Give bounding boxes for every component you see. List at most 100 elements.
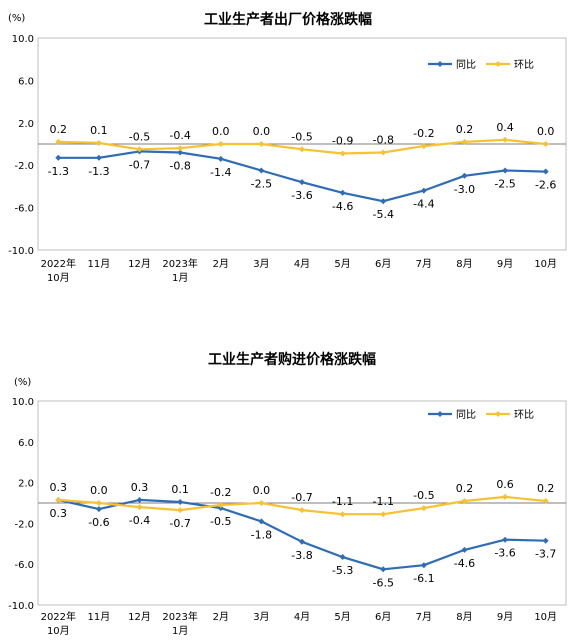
series-2-point: [258, 141, 265, 147]
series-1-data-label: -4.6: [332, 200, 353, 213]
series-1-data-label: -2.5: [494, 178, 515, 191]
series-1-data-label: 0.3: [131, 481, 149, 494]
series-1-point: [380, 566, 387, 573]
series-2-point: [177, 507, 184, 514]
x-tick-label: 4月: [294, 611, 310, 623]
series-1-data-label: -2.5: [251, 178, 272, 191]
series-1-data-label: -0.7: [129, 158, 150, 171]
series-1-data-label: -6.1: [413, 572, 434, 585]
x-tick-label-line2: 1月: [172, 625, 188, 637]
x-tick-label: 11月: [88, 258, 111, 270]
x-tick-label: 6月: [375, 258, 391, 270]
x-tick-label: 10月: [534, 611, 557, 623]
series-2-point: [461, 138, 468, 145]
series-1-data-label: -0.8: [169, 159, 190, 172]
x-tick-label: 9月: [497, 258, 513, 270]
series-2-point: [217, 502, 224, 509]
series-2-point: [542, 497, 549, 504]
series-2-point: [380, 149, 387, 156]
series-2-point: [502, 136, 509, 143]
x-tick-label: 2023年: [162, 257, 197, 270]
y-tick-label: -6.0: [14, 560, 34, 571]
series-2-point: [55, 496, 62, 503]
chart-2: 工业生产者购进价格涨跌幅 (%) 10.0 6.0 2.0 -2.0 -6.0 -10.0 20…: [8, 351, 567, 637]
x-tick-label: 9月: [497, 611, 513, 623]
series-2-data-label: -0.7: [169, 517, 190, 530]
series-1-point: [420, 187, 427, 194]
series-1-data-label: -0.6: [88, 516, 109, 529]
series-1-data-label: -6.5: [372, 576, 393, 589]
legend-marker-2: [495, 411, 501, 417]
series-2-point: [299, 507, 305, 514]
series-1-point: [258, 167, 265, 174]
series-1-data-label: 0.3: [50, 507, 68, 520]
series-1-point: [55, 154, 62, 161]
series-2-data-label: -0.9: [332, 135, 353, 148]
series-2-data-label: 0.2: [50, 123, 68, 136]
x-tick-label: 5月: [334, 258, 350, 270]
y-tick-label: 6.0: [18, 76, 34, 87]
series-1-point: [461, 172, 468, 179]
series-2-data-label: -0.2: [413, 127, 434, 140]
series-2-point: [95, 500, 102, 506]
y-tick-label: -6.0: [14, 204, 34, 215]
series-1-point: [380, 198, 387, 205]
y-unit-label: (%): [14, 377, 31, 388]
series-2-point: [136, 146, 143, 153]
x-tick-label: 10月: [534, 258, 557, 270]
series-1-point: [461, 546, 468, 553]
series-1-data-label: -1.3: [88, 165, 109, 178]
x-tick-label: 2022年: [41, 257, 76, 270]
series-2-data-label: -0.8: [372, 133, 393, 146]
x-tick-label: 6月: [375, 611, 391, 623]
series-2-data-label: -1.1: [372, 495, 393, 508]
series-1-point: [299, 179, 305, 186]
series-1-data-label: -3.6: [291, 189, 312, 202]
series-1-data-label: -1.3: [48, 165, 69, 178]
series-1-point: [217, 155, 224, 162]
series-1-point: [420, 562, 427, 569]
x-tick-label: 11月: [88, 611, 111, 623]
x-tick-label-line2: 1月: [172, 272, 188, 284]
series-2-point: [380, 511, 387, 518]
legend-marker-2: [495, 61, 501, 67]
series-1-data-label: -3.7: [535, 548, 556, 561]
series-2-data-label: 0.6: [496, 478, 514, 491]
series-2-point: [339, 511, 346, 518]
chart-1: 工业生产者出厂价格涨跌幅 (%) 10.0 6.0 2.0 -2.0 -6.0 -10.0 20…: [8, 11, 567, 284]
y-tick-label: -2.0: [14, 161, 34, 172]
series-2-data-label: 0.3: [50, 481, 68, 494]
series-2-data-label: -0.5: [413, 489, 434, 502]
legend-marker-1: [437, 61, 443, 67]
chart-title: 工业生产者出厂价格涨跌幅: [204, 11, 372, 28]
series-1-data-label: -3.6: [494, 547, 515, 560]
x-tick-label: 2月: [213, 611, 229, 623]
series-1-point: [217, 505, 224, 512]
series-2-point: [217, 141, 224, 147]
series-1-data-label: -4.6: [454, 557, 475, 570]
series-2-data-label: 0.0: [90, 484, 108, 497]
x-tick-label: 2023年: [162, 610, 197, 623]
x-tick-label: 12月: [128, 611, 151, 623]
series-2-data-label: 0.1: [90, 124, 108, 137]
series-1-point: [502, 167, 509, 174]
series-2-data-label: -0.5: [129, 130, 150, 143]
series-2-data-label: -0.2: [210, 486, 231, 499]
series-2-data-label: -0.5: [291, 130, 312, 143]
series-1-point: [136, 496, 143, 503]
x-tick-label-line2: 10月: [47, 272, 70, 284]
series-1-data-label: -1.8: [251, 528, 272, 541]
series-2-data-label: 0.0: [537, 125, 555, 138]
series-2-data-label: 0.2: [456, 123, 474, 136]
x-tick-label: 2022年: [41, 610, 76, 623]
legend-marker-1: [437, 411, 443, 417]
y-tick-label: -10.0: [8, 601, 34, 612]
series-2-data-label: 0.2: [537, 482, 555, 495]
series-2-data-label: 0.0: [212, 125, 230, 138]
series-2-point: [55, 138, 62, 145]
series-1-point: [95, 506, 102, 513]
series-2-data-label: -1.1: [332, 495, 353, 508]
series-1-data-label: -5.3: [332, 564, 353, 577]
x-tick-label: 7月: [416, 258, 432, 270]
